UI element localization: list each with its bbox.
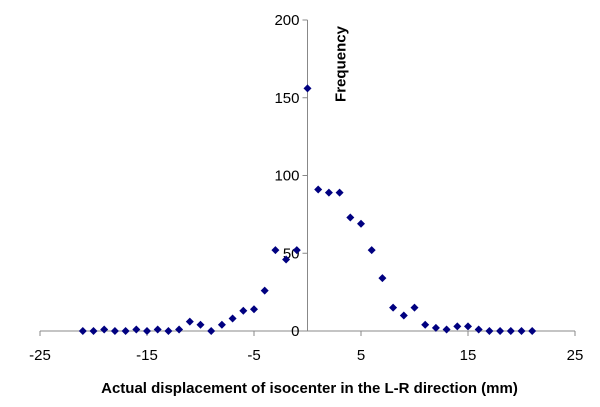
data-point bbox=[357, 219, 365, 228]
data-point bbox=[282, 255, 291, 264]
data-point bbox=[453, 322, 462, 331]
data-point bbox=[421, 320, 430, 329]
x-axis-label: Actual displacement of isocenter in the … bbox=[101, 380, 518, 397]
data-point bbox=[143, 327, 151, 335]
x-tick-label: -5 bbox=[247, 347, 260, 364]
x-tick-label: -15 bbox=[136, 347, 158, 364]
data-point bbox=[121, 327, 130, 335]
y-tick-label: 0 bbox=[291, 323, 299, 340]
data-point bbox=[153, 325, 162, 334]
data-point bbox=[464, 322, 472, 331]
y-tick-label: 100 bbox=[274, 168, 299, 185]
data-point bbox=[399, 311, 408, 320]
data-point bbox=[335, 188, 344, 197]
data-point bbox=[110, 327, 119, 335]
data-point bbox=[410, 303, 419, 312]
y-tick-label: 150 bbox=[274, 90, 299, 107]
data-point bbox=[292, 246, 301, 255]
data-point bbox=[239, 306, 248, 315]
data-point bbox=[431, 323, 440, 332]
data-point bbox=[528, 327, 537, 335]
data-points bbox=[78, 84, 537, 335]
data-point bbox=[442, 325, 451, 334]
data-point bbox=[314, 185, 323, 194]
x-tick-label: 25 bbox=[567, 347, 584, 364]
data-point bbox=[303, 84, 312, 93]
data-point bbox=[132, 325, 141, 334]
data-point bbox=[378, 274, 387, 283]
data-point bbox=[496, 327, 505, 335]
data-point bbox=[324, 188, 333, 197]
y-tick-label: 200 bbox=[274, 12, 299, 29]
data-point bbox=[485, 327, 494, 335]
x-tick-labels: -25 -15 -5 5 15 25 bbox=[29, 331, 583, 364]
x-tick-label: 5 bbox=[357, 347, 365, 364]
y-axis-label: Frequency bbox=[333, 25, 350, 102]
data-point bbox=[260, 286, 269, 295]
data-point bbox=[164, 327, 173, 335]
data-point bbox=[217, 320, 226, 329]
data-point bbox=[250, 305, 258, 314]
data-point bbox=[228, 314, 237, 323]
data-point bbox=[346, 213, 355, 222]
data-point bbox=[185, 317, 194, 326]
x-tick-label: 15 bbox=[460, 347, 477, 364]
data-point bbox=[367, 246, 376, 255]
data-point bbox=[89, 327, 98, 335]
data-point bbox=[78, 327, 87, 335]
data-point bbox=[474, 325, 483, 334]
data-point bbox=[175, 325, 184, 334]
data-point bbox=[207, 327, 216, 335]
data-point bbox=[506, 327, 515, 335]
data-point bbox=[389, 303, 398, 312]
data-point bbox=[100, 325, 109, 334]
x-tick-label: -25 bbox=[29, 347, 51, 364]
data-point bbox=[517, 327, 526, 335]
data-point bbox=[196, 320, 205, 329]
data-point bbox=[271, 246, 280, 255]
